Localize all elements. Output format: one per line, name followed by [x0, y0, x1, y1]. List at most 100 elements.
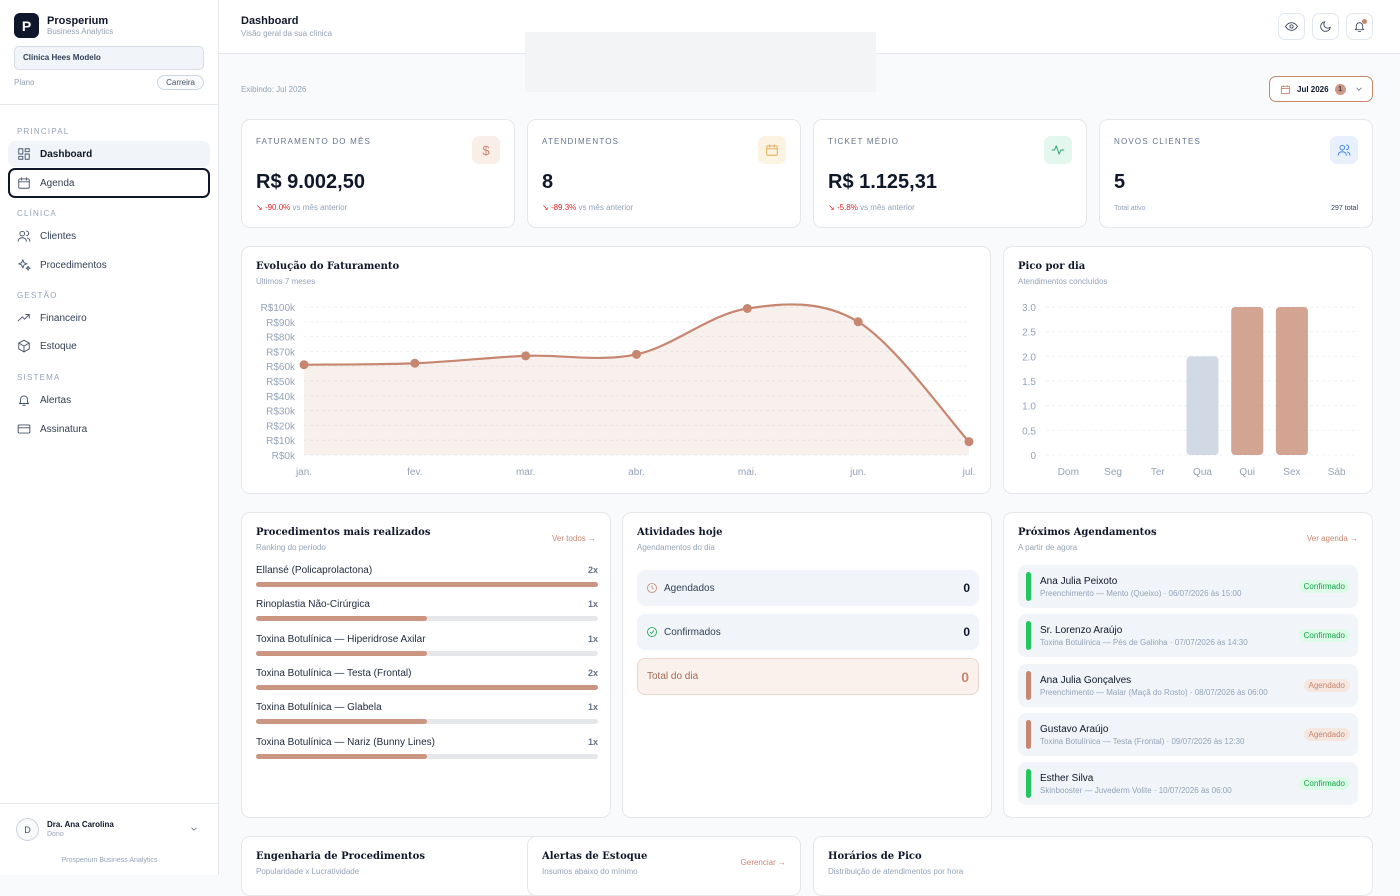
- appointment-item[interactable]: Gustavo Araújo Toxina Botulínica — Testa…: [1018, 712, 1358, 756]
- stock-alerts-subtitle: Insumos abaixo do mínimo: [542, 867, 638, 876]
- kpi-delta-text: vs mês anterior: [292, 203, 348, 212]
- privacy-toggle-button[interactable]: [1278, 13, 1305, 40]
- procedure-row: Toxina Botulínica — Glabela 1x: [256, 702, 598, 725]
- brand-logo[interactable]: P: [14, 13, 39, 38]
- appointment-status-badge: Confirmado: [1298, 629, 1350, 643]
- kpi-value: 8: [542, 171, 554, 193]
- sidebar-item-financeiro[interactable]: Financeiro: [8, 305, 210, 331]
- dollar-icon: $: [472, 136, 500, 164]
- see-agenda-link[interactable]: Ver agenda →: [1306, 534, 1358, 543]
- appointment-status-badge: Agendado: [1303, 727, 1350, 741]
- procedure-name: Toxina Botulínica — Glabela: [256, 702, 382, 714]
- y-tick-label: 0: [1030, 451, 1036, 462]
- kpi-label: FATURAMENTO DO MÊS: [256, 137, 372, 146]
- sidebar: P Prosperium Business Analytics Clínica …: [0, 0, 219, 875]
- procedure-row: Toxina Botulínica — Hiperidrose Axilar 1…: [256, 633, 598, 656]
- notifications-button[interactable]: [1346, 13, 1373, 40]
- appointment-status-badge: Confirmado: [1298, 580, 1350, 593]
- y-tick-label: 0.5: [1022, 426, 1036, 437]
- sidebar-item-label: Alertas: [40, 394, 72, 406]
- procedure-bar-track: [256, 684, 598, 690]
- activities-title: Atividades hoje: [637, 527, 723, 538]
- revenue-point: [521, 351, 531, 361]
- procedure-bar-fill: [256, 753, 427, 759]
- page-title: Dashboard: [241, 15, 299, 27]
- y-tick-label: R$30k: [266, 407, 296, 418]
- appointment-status-bar: [1026, 572, 1031, 601]
- period-showing-label: Exibindo: Jul 2026: [241, 85, 307, 94]
- chevron-down-icon: [1355, 87, 1362, 91]
- theme-toggle-button[interactable]: [1312, 13, 1339, 40]
- clinic-selector[interactable]: Clínica Hees Modelo: [14, 46, 204, 70]
- avatar[interactable]: D: [16, 818, 39, 841]
- plan-badge: Carreira: [157, 75, 204, 90]
- peak-hours-subtitle: Distribuição de atendimentos por hora: [828, 867, 964, 876]
- notification-dot: [1362, 19, 1367, 24]
- procedure-bar-fill: [256, 684, 598, 690]
- sidebar-item-alertas[interactable]: Alertas: [8, 387, 210, 413]
- appointment-status-badge: Confirmado: [1298, 777, 1350, 791]
- month-picker-button[interactable]: Jul 2026 1: [1269, 76, 1373, 102]
- sidebar-footer-divider: [0, 803, 219, 804]
- appointment-detail: Preenchimento — Malar (Maçã do Rosto) · …: [1040, 687, 1268, 697]
- peak-day-chart-card: Pico por dia Atendimentos concluídos 0 0.…: [1003, 246, 1373, 494]
- sidebar-item-procedimentos[interactable]: Procedimentos: [8, 252, 210, 278]
- manage-stock-link[interactable]: Gerenciar →: [740, 858, 786, 867]
- y-tick-label: R$40k: [266, 392, 296, 403]
- sidebar-item-estoque[interactable]: Estoque: [8, 333, 210, 359]
- kpi-delta: ↘ -90.0% vs mês anterior: [256, 203, 347, 212]
- y-tick-label: 3.0: [1022, 303, 1036, 314]
- appointment-item[interactable]: Esther Silva Skinbooster — Juvederm Voli…: [1018, 762, 1358, 806]
- procedure-count: 1x: [587, 702, 598, 713]
- eye-icon: [1285, 22, 1298, 31]
- sidebar-item-clientes[interactable]: Clientes: [8, 223, 210, 249]
- kpi-card-revenue: FATURAMENTO DO MÊS $ R$ 9.002,50 ↘ -90.0…: [241, 119, 515, 228]
- revenue-point: [410, 358, 420, 368]
- procedure-count: 1x: [587, 633, 598, 644]
- x-tick-label: Sex: [1283, 467, 1300, 478]
- kpi-value: 5: [1114, 171, 1126, 193]
- procedure-bar-track: [256, 650, 598, 656]
- brand-title: Prosperium: [47, 15, 109, 27]
- kpi-delta-value: -89.3%: [550, 203, 577, 212]
- appointment-status-bar: [1026, 621, 1031, 651]
- trending-down-icon: ↘: [256, 203, 263, 212]
- x-tick-label: Sáb: [1328, 467, 1346, 478]
- appointment-item[interactable]: Ana Julia Gonçalves Preenchimento — Mala…: [1018, 663, 1358, 707]
- sidebar-item-dashboard[interactable]: Dashboard: [8, 141, 210, 167]
- calendar-icon: [18, 177, 30, 189]
- check-circle-icon: [647, 627, 657, 637]
- sidebar-item-agenda[interactable]: Agenda: [8, 168, 210, 198]
- appointment-client-name: Ana Julia Peixoto: [1040, 576, 1118, 587]
- revenue-chart-title: Evolução do Faturamento: [256, 261, 400, 272]
- appointment-item[interactable]: Ana Julia Peixoto Preenchimento — Mento …: [1018, 565, 1358, 608]
- see-all-procedures-link[interactable]: Ver todos →: [551, 534, 596, 543]
- y-tick-label: R$20k: [266, 421, 296, 432]
- y-tick-label: R$60k: [266, 362, 296, 373]
- sidebar-divider: [0, 104, 219, 105]
- revenue-chart: R$0k R$10k R$20k R$30k R$40k R$50k R$60k R$70k R…: [261, 303, 976, 478]
- kpi-delta-value: -90.0%: [264, 203, 291, 212]
- moon-icon: [1320, 21, 1331, 32]
- x-tick-label: Ter: [1151, 467, 1166, 478]
- procedure-count: 1x: [587, 736, 598, 747]
- trending-up-icon: [17, 314, 30, 322]
- y-tick-label: 2.5: [1022, 328, 1036, 339]
- activity-icon: [1044, 136, 1072, 164]
- kpi-value: R$ 9.002,50: [256, 171, 365, 193]
- kpi-delta-text: vs mês anterior: [578, 203, 634, 212]
- procedure-bar-track: [256, 719, 598, 725]
- upcoming-appointments-card: Próximos Agendamentos A partir de agora …: [1003, 512, 1373, 818]
- activity-confirmed-label: Confirmados: [664, 626, 721, 638]
- kpi-label: ATENDIMENTOS: [542, 137, 620, 146]
- sidebar-item-label: Clientes: [40, 230, 77, 242]
- kpi-card-new-clients: NOVOS CLIENTES 5 Total ativo 297 total: [1099, 119, 1373, 228]
- peak-hours-card: Horários de Pico Distribuição de atendim…: [813, 836, 1373, 896]
- procedure-count: 2x: [587, 565, 598, 575]
- appointment-item[interactable]: Sr. Lorenzo Araújo Toxina Botulínica — P…: [1018, 614, 1358, 658]
- chevron-down-icon[interactable]: [189, 824, 199, 834]
- sidebar-item-assinatura[interactable]: Assinatura: [8, 416, 210, 442]
- procedure-row: Toxina Botulínica — Nariz (Bunny Lines) …: [256, 736, 598, 759]
- y-tick-label: R$100k: [261, 303, 296, 314]
- appointment-client-name: Esther Silva: [1040, 773, 1094, 785]
